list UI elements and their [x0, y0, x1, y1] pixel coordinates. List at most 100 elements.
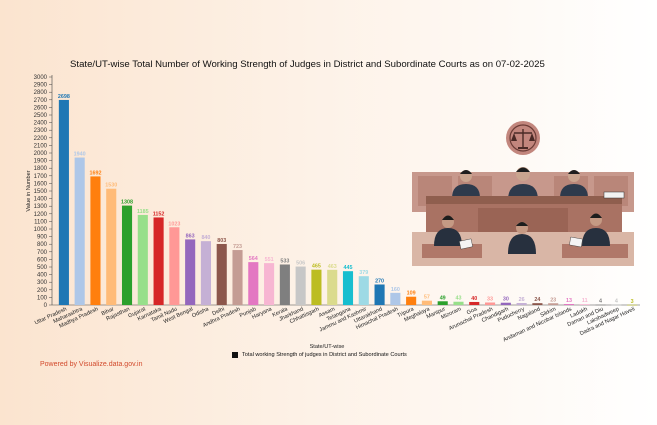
bar [548, 303, 559, 305]
bar [563, 304, 575, 305]
bar-value-label: 863 [186, 233, 195, 239]
y-tick-label: 2600 [34, 105, 48, 111]
bar-value-label: 40 [471, 296, 477, 302]
bar-value-label: 4 [599, 299, 602, 305]
y-tick-label: 1400 [34, 197, 48, 203]
bar-value-label: 26 [519, 297, 525, 303]
y-tick-label: 800 [37, 242, 48, 248]
bar-value-label: 551 [265, 257, 274, 263]
bar [421, 300, 432, 305]
bar [327, 269, 338, 305]
y-tick-label: 2200 [34, 136, 48, 142]
y-tick-label: 100 [37, 295, 48, 301]
y-tick-label: 1000 [34, 227, 48, 233]
bar-value-label: 1308 [121, 200, 133, 206]
y-tick-label: 1900 [34, 159, 48, 165]
bar [264, 263, 275, 305]
bar [595, 304, 606, 306]
bar-value-label: 1530 [105, 183, 117, 189]
x-tick-label: Bihar [101, 306, 115, 317]
y-tick-label: 2500 [34, 113, 48, 119]
bar-value-label: 463 [328, 264, 337, 270]
x-axis-label: State/UT-wise [310, 344, 345, 350]
bar [185, 239, 196, 305]
y-tick-label: 2400 [34, 121, 48, 127]
y-tick-label: 900 [37, 235, 48, 241]
bar-value-label: 803 [217, 238, 226, 244]
bar-value-label: 2698 [58, 94, 70, 100]
y-tick-label: 1300 [34, 204, 48, 210]
bar [279, 264, 290, 305]
bar [137, 214, 148, 305]
y-tick-label: 1800 [34, 166, 48, 172]
x-tick-label: Odisha [191, 306, 210, 319]
bar-value-label: 379 [359, 270, 368, 276]
bar-value-label: 33 [487, 296, 493, 302]
powered-by-link[interactable]: Powered by Visualize.data.gov.in [40, 361, 143, 368]
bar [58, 99, 69, 306]
y-tick-label: 3000 [34, 75, 48, 81]
bar-value-label: 13 [566, 298, 572, 304]
bar [579, 304, 590, 305]
bar-value-label: 1023 [168, 221, 180, 227]
bar-value-label: 30 [503, 297, 509, 303]
chart-title: State/UT-wise Total Number of Working St… [70, 59, 545, 70]
y-tick-label: 700 [37, 250, 48, 256]
y-tick-label: 2800 [34, 90, 48, 96]
bar-value-label: 109 [407, 291, 416, 297]
bar [500, 302, 511, 305]
bar [390, 292, 401, 305]
bar [611, 304, 622, 306]
bar [311, 269, 322, 305]
bar [200, 241, 211, 305]
y-tick-label: 1700 [34, 174, 48, 180]
bar-value-label: 1692 [89, 170, 101, 176]
y-tick-label: 2700 [34, 98, 48, 104]
bar-value-label: 465 [312, 264, 321, 270]
legend-swatch [232, 352, 238, 358]
bar [295, 266, 306, 305]
y-tick-label: 1200 [34, 212, 48, 218]
bar [437, 301, 448, 305]
bar [358, 276, 369, 305]
y-axis-label: Value in Number [26, 170, 32, 211]
bar-value-label: 43 [455, 296, 461, 302]
y-tick-label: 2000 [34, 151, 48, 157]
bar [216, 243, 227, 305]
x-tick-label: Goa [466, 306, 479, 316]
bar [121, 205, 133, 305]
bar-value-label: 840 [201, 235, 210, 241]
bar [342, 271, 354, 305]
y-tick-label: 1100 [34, 219, 48, 225]
bar [90, 176, 101, 305]
bar-value-label: 3 [631, 299, 634, 305]
bar-value-label: 445 [344, 265, 353, 271]
bar-value-label: 1940 [74, 152, 86, 158]
courtroom-illustration [412, 121, 634, 266]
y-tick-label: 400 [37, 273, 48, 279]
bar-value-label: 57 [424, 295, 430, 301]
bar [469, 301, 480, 305]
bar-value-label: 564 [249, 256, 258, 262]
bar [406, 296, 417, 305]
bar-value-label: 1185 [137, 209, 149, 215]
y-tick-label: 1500 [34, 189, 48, 195]
x-tick-label: Delhi [211, 306, 225, 317]
bar [232, 250, 243, 305]
legend[interactable]: Total working Strength of judges in Dist… [232, 352, 407, 358]
bar-value-label: 160 [391, 287, 400, 293]
bar [106, 188, 117, 305]
bar [374, 284, 385, 305]
bar-value-label: 11 [582, 298, 588, 304]
bar [169, 227, 180, 305]
bar [248, 262, 259, 305]
y-tick-label: 2300 [34, 128, 48, 134]
y-tick-label: 0 [44, 303, 48, 309]
bar [516, 303, 527, 305]
y-tick-label: 200 [37, 288, 48, 294]
bar-value-label: 1152 [153, 211, 165, 217]
y-tick-label: 500 [37, 265, 48, 271]
bar [153, 217, 164, 305]
y-tick-label: 600 [37, 257, 48, 263]
